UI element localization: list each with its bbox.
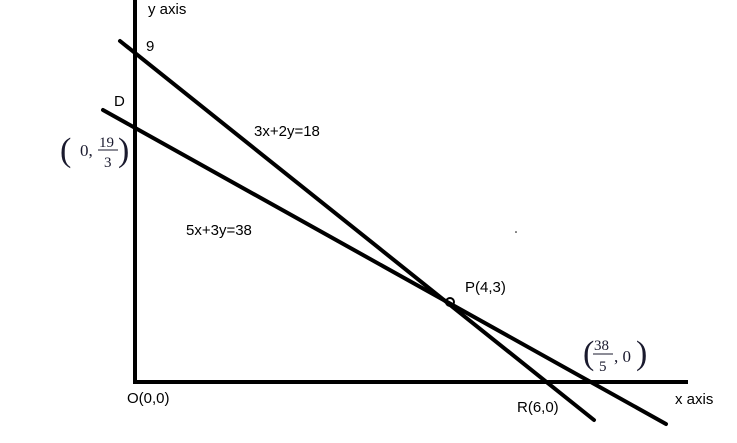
intersection-point [445, 297, 455, 307]
line-3x-2y-18 [118, 39, 596, 422]
close-paren: ) [118, 132, 129, 169]
origin-label: O(0,0) [127, 390, 170, 407]
numerator-38: 38 [594, 338, 609, 354]
coordinate-zero: 0, [80, 141, 93, 160]
equation-5x-3y-38: 5x+3y=38 [186, 222, 252, 239]
point-p-label: P(4,3) [465, 279, 506, 296]
line-5x-3y-38 [101, 108, 668, 426]
open-paren: ( [583, 335, 594, 372]
equation-3x-2y-18: 3x+2y=18 [254, 123, 320, 140]
point-d-label: D [114, 93, 125, 110]
stray-dot [515, 231, 517, 233]
x-intercept-coordinate: ( 38 5 , 0 ) [583, 335, 647, 375]
close-paren: ) [636, 335, 647, 372]
x-axis-label: x axis [675, 391, 713, 408]
numerator-19: 19 [99, 135, 114, 151]
y-intercept-9-label: 9 [146, 38, 154, 55]
coordinate-zero: , 0 [614, 347, 631, 366]
open-paren: ( [60, 132, 71, 169]
point-r-label: R(6,0) [517, 399, 559, 416]
y-axis-label: y axis [148, 1, 186, 18]
denominator-5: 5 [599, 359, 607, 375]
y-intercept-coordinate: ( 0, 19 3 ) [60, 132, 129, 171]
denominator-3: 3 [104, 155, 112, 171]
